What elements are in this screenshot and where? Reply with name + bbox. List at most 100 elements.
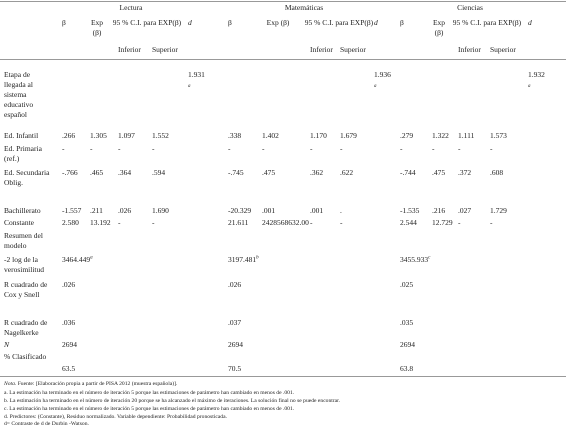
text: 95 % C.I. para EXP(β) (452, 18, 522, 27)
cell: -20.329 (228, 206, 251, 216)
cell: . (340, 206, 342, 216)
cell: 1.111 (458, 131, 474, 141)
cell: - (262, 144, 265, 154)
cell: - (340, 144, 343, 154)
text: - (310, 144, 313, 153)
cell: 2.544 (400, 218, 417, 228)
text: Exp (β) (432, 18, 446, 37)
row-label: N (4, 340, 50, 350)
cell: - (62, 144, 65, 154)
row-label: -2 log de la verosimilitud (4, 255, 50, 275)
row-label: R cuadrado de Cox y Snell (4, 280, 50, 300)
text: d (374, 18, 378, 27)
text: a. La estimación ha terminado en el núme… (4, 390, 295, 396)
col-header: β (62, 18, 82, 28)
text: - (262, 144, 265, 153)
text: - (432, 144, 435, 153)
cell: - (340, 218, 343, 228)
text: 3464.449 (62, 255, 91, 264)
text: 1.097 (118, 131, 135, 140)
text: .362 (310, 168, 324, 177)
text: . (340, 206, 342, 215)
text: .608 (490, 168, 504, 177)
cell: - (432, 144, 435, 154)
text: 63.5 (62, 364, 76, 373)
cell: 1.931 a (188, 70, 205, 92)
col-header: 95 % C.I. para EXP(β) (452, 18, 522, 28)
text: Ed. Secundaria Oblig. (4, 168, 50, 187)
text: .025 (400, 280, 414, 289)
cell: - (458, 144, 461, 154)
cell: .364 (118, 168, 131, 178)
cell: 2694 (400, 340, 415, 350)
footnote-mark: b (256, 255, 259, 261)
cell: 1.170 (310, 131, 327, 141)
cell: .026 (62, 280, 75, 290)
footnote-mark: c (428, 255, 431, 261)
text: 3455.933 (400, 255, 429, 264)
cell: .036 (62, 318, 75, 328)
text: - (400, 144, 403, 153)
text: -.745 (228, 168, 244, 177)
text: 2.580 (62, 218, 79, 227)
text: R cuadrado de Nagelkerke (4, 318, 48, 337)
text: b. La estimación ha terminado en el núme… (4, 398, 341, 404)
text: .364 (118, 168, 132, 177)
cell: 3197.481b (228, 255, 259, 265)
text: Superior (340, 45, 366, 54)
text: 2.544 (400, 218, 417, 227)
text: 95 % C.I. para EXP(β) (112, 18, 182, 27)
col-header: Superior (340, 45, 366, 55)
cell: - (118, 218, 121, 228)
text: β (62, 18, 66, 27)
text: Bachillerato (4, 206, 41, 215)
text: β (228, 18, 232, 27)
cell: -.744 (400, 168, 416, 178)
text: - (490, 218, 493, 227)
text: 1.402 (262, 131, 279, 140)
text: 1.931 (188, 70, 205, 79)
cell: -.745 (228, 168, 244, 178)
row-label: Bachillerato (4, 206, 50, 216)
text: 12.729 (432, 218, 453, 227)
row-label: Etapa de llegada al sistema educativo es… (4, 70, 50, 120)
cell: - (458, 218, 461, 228)
text: Exp (β) (90, 18, 104, 37)
text: Inferior (310, 45, 333, 54)
text: -.744 (400, 168, 416, 177)
text: 2694 (400, 340, 415, 349)
col-header: Superior (490, 45, 516, 55)
cell: - (310, 218, 313, 228)
cell: 63.5 (62, 364, 75, 374)
cell: .001 (262, 206, 275, 216)
note: d= Contraste de d de Durbin -Watson. (4, 421, 89, 427)
text: .465 (90, 168, 104, 177)
text: 1.305 (90, 131, 107, 140)
text: d (188, 18, 192, 27)
text: Fuente: [Elaboración propia a partir de … (17, 381, 178, 387)
cell: 1.305 (90, 131, 107, 141)
text: .026 (118, 206, 132, 215)
text: Superior (152, 45, 178, 54)
bottom-rule (0, 376, 566, 377)
group-header: Lectura (62, 3, 200, 13)
text: Matemáticas (284, 3, 324, 12)
col-header: d (188, 18, 192, 28)
cell: .026 (118, 206, 131, 216)
text: N (4, 340, 10, 349)
cell: - (118, 144, 121, 154)
row-label: Ed. Primaria (ref.) (4, 144, 50, 164)
cell: .279 (400, 131, 413, 141)
top-rule (0, 1, 566, 2)
cell: 3464.449a (62, 255, 93, 265)
col-header: d (528, 18, 532, 28)
header-rule (0, 59, 566, 60)
col-header: β (228, 18, 248, 28)
cell: - (152, 144, 155, 154)
text: Resumen del modelo (4, 231, 43, 250)
text: Superior (490, 45, 516, 54)
cell: .035 (400, 318, 413, 328)
text: Inferior (118, 45, 141, 54)
text: 13.192 (90, 218, 111, 227)
row-label: Resumen del modelo (4, 231, 50, 251)
